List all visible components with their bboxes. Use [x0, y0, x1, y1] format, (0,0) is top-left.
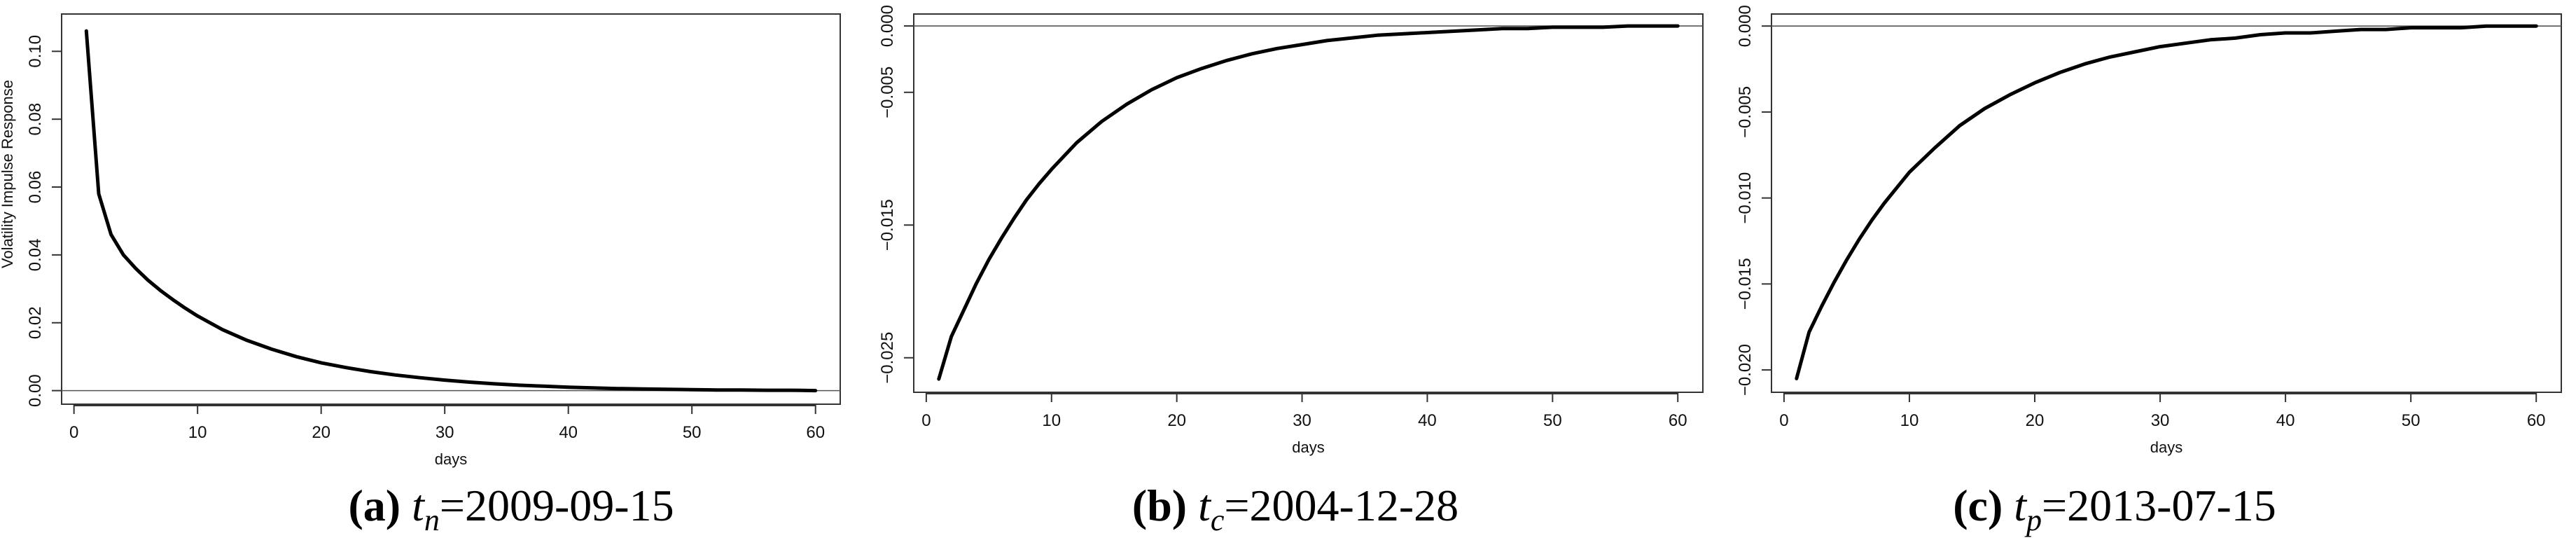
y-tick-label: 0.000: [878, 5, 897, 47]
x-axis-label: days: [2150, 439, 2182, 456]
y-tick-label: −0.010: [1736, 172, 1755, 224]
y-tick-label: 0.04: [26, 239, 45, 272]
plot-frame: [913, 13, 1704, 393]
x-tick-label: 50: [683, 423, 702, 442]
caption-subscript: c: [1210, 502, 1225, 537]
y-tick-label: −0.015: [878, 199, 897, 251]
caption-subscript: p: [2026, 502, 2042, 537]
x-tick-label: 60: [2527, 411, 2546, 430]
impulse-response-line: [1795, 24, 2538, 380]
x-tick-label: 60: [806, 423, 825, 442]
caption-subscript: n: [424, 502, 440, 537]
x-tick-label: 30: [1293, 411, 1311, 430]
caption-b: (b) tc=2004-12-28: [1078, 480, 1512, 543]
caption-c: (c) tp=2013-07-15: [1898, 480, 2332, 543]
y-tick-label: −0.005: [878, 67, 897, 118]
caption-letter: (b): [1132, 481, 1188, 530]
y-tick-label: −0.020: [1736, 344, 1755, 396]
caption-letter: (a): [348, 481, 401, 530]
x-tick-label: 10: [1900, 411, 1919, 430]
x-tick-label: 20: [312, 423, 330, 442]
plot-frame: [1771, 13, 2562, 393]
y-tick-label: 0.10: [26, 35, 45, 68]
caption-variable: t: [412, 481, 424, 530]
x-tick-label: 20: [1167, 411, 1186, 430]
caption-letter: (c): [1953, 481, 2003, 530]
x-tick-label: 10: [188, 423, 207, 442]
x-tick-label: 40: [2276, 411, 2295, 430]
y-tick-label: 0.06: [26, 171, 45, 204]
caption-variable: t: [2014, 481, 2027, 530]
y-tick-label: −0.015: [1736, 258, 1755, 310]
y-tick-label: 0.08: [26, 103, 45, 136]
x-tick-label: 20: [2026, 411, 2045, 430]
x-tick-label: 40: [559, 423, 578, 442]
impulse-response-line: [84, 29, 818, 393]
y-tick-label: −0.025: [878, 332, 897, 384]
caption-date: =2009-09-15: [439, 481, 674, 530]
impulse-response-line: [937, 24, 1680, 381]
caption-variable: t: [1198, 481, 1211, 530]
x-tick-label: 30: [436, 423, 454, 442]
y-tick-label: 0.02: [26, 306, 45, 339]
x-axis-label: days: [1292, 439, 1324, 456]
caption-a: (a) tn=2009-09-15: [294, 480, 728, 543]
caption-date: =2004-12-28: [1224, 481, 1459, 530]
caption-date: =2013-07-15: [2042, 481, 2276, 530]
x-tick-label: 30: [2151, 411, 2170, 430]
y-tick-label: −0.005: [1736, 86, 1755, 138]
x-tick-label: 0: [1779, 411, 1788, 430]
x-tick-label: 0: [921, 411, 931, 430]
x-tick-label: 50: [1543, 411, 1562, 430]
x-tick-label: 60: [1669, 411, 1687, 430]
y-tick-label: 0.00: [26, 374, 45, 407]
y-tick-label: 0.000: [1736, 5, 1755, 47]
x-tick-label: 10: [1042, 411, 1061, 430]
plot-frame: [61, 13, 841, 405]
x-axis-label: days: [435, 450, 467, 468]
x-tick-label: 0: [69, 423, 78, 442]
x-tick-label: 50: [2402, 411, 2421, 430]
x-tick-label: 40: [1418, 411, 1437, 430]
y-axis-label: Volatility Impulse Response: [0, 80, 16, 268]
